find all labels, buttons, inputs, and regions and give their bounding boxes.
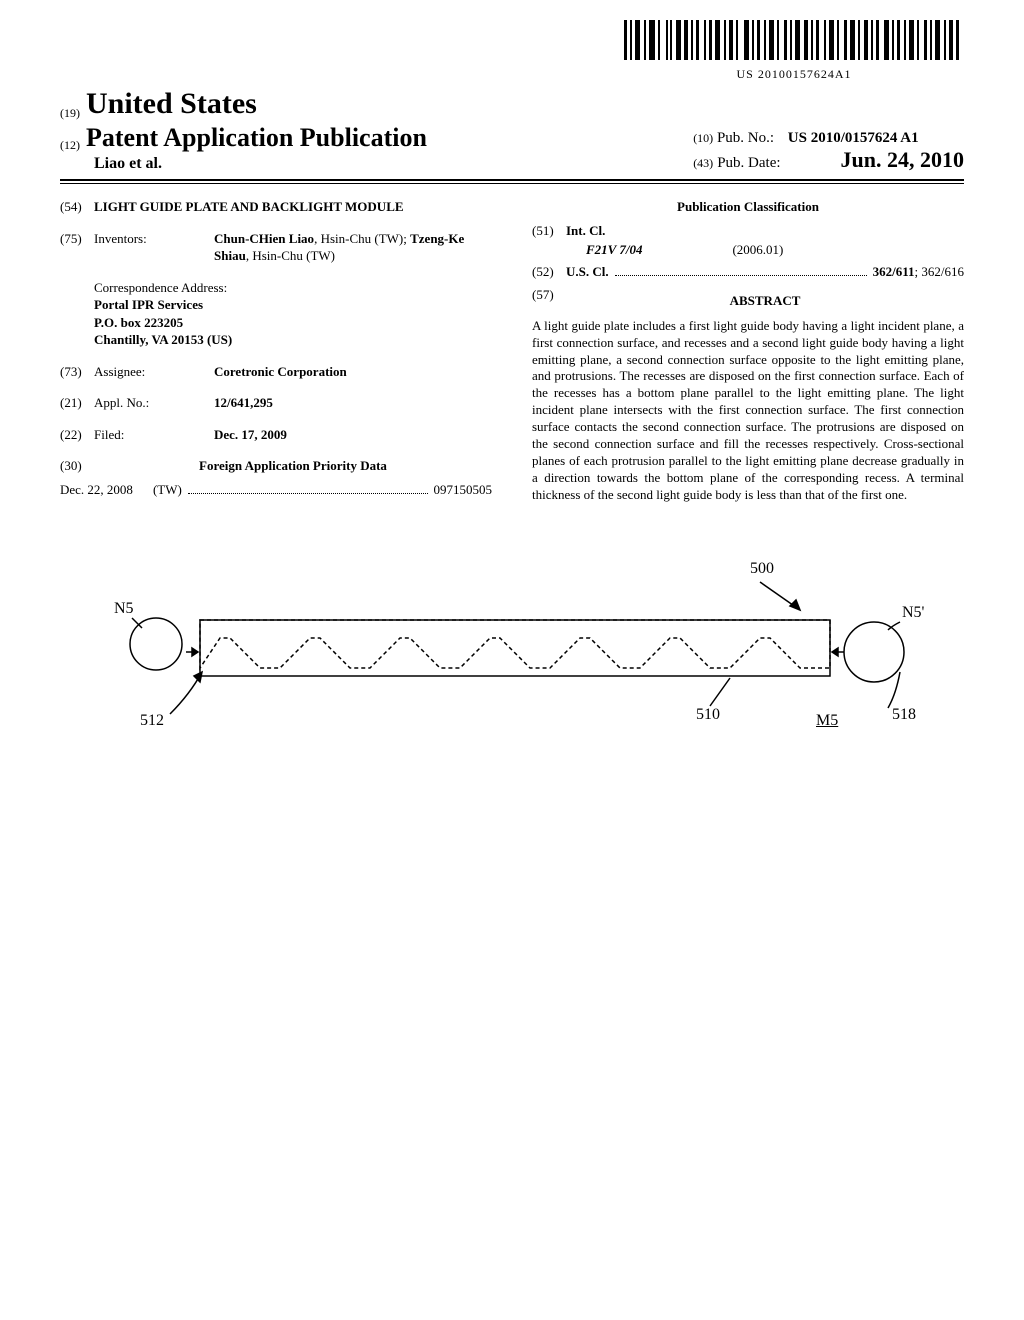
barcode: US 20100157624A1 bbox=[624, 20, 964, 82]
filed-label: Filed: bbox=[94, 426, 214, 444]
pub-no-label: Pub. No.: bbox=[717, 130, 774, 146]
pubclass-heading: Publication Classification bbox=[532, 198, 964, 216]
inventors-label: Inventors: bbox=[94, 230, 214, 265]
intcl-code: (51) bbox=[532, 222, 566, 240]
title-code: (54) bbox=[60, 198, 94, 216]
fig-label-518: 518 bbox=[892, 706, 916, 724]
inventor1-name: Chun-CHien Liao bbox=[214, 231, 314, 246]
abstract-text: A light guide plate includes a first lig… bbox=[532, 318, 964, 504]
applno-value: 12/641,295 bbox=[214, 394, 492, 412]
left-column: (54) LIGHT GUIDE PLATE AND BACKLIGHT MOD… bbox=[60, 198, 492, 504]
figure-area: 500 N5 N5' 512 510 518 M5 bbox=[60, 564, 964, 784]
foreign-code: (30) bbox=[60, 457, 94, 475]
assignee-value: Coretronic Corporation bbox=[214, 363, 492, 381]
figure-svg bbox=[60, 564, 960, 764]
fig-label-512: 512 bbox=[140, 712, 164, 730]
foreign-dots bbox=[188, 483, 428, 494]
foreign-country: (TW) bbox=[153, 481, 182, 499]
uscl-label: U.S. Cl. bbox=[566, 263, 609, 281]
foreign-date: Dec. 22, 2008 bbox=[60, 481, 133, 499]
assignee-code: (73) bbox=[60, 363, 94, 381]
filed-value: Dec. 17, 2009 bbox=[214, 426, 492, 444]
uscl-dots bbox=[615, 265, 867, 276]
fig-label-500: 500 bbox=[750, 560, 774, 578]
assignee-label: Assignee: bbox=[94, 363, 214, 381]
doc-type: Patent Application Publication bbox=[86, 123, 427, 153]
foreign-number: 097150505 bbox=[434, 481, 493, 499]
intcl-value: F21V 7/04 bbox=[586, 241, 642, 259]
correspondence-line2: P.O. box 223205 bbox=[94, 314, 492, 332]
correspondence-label: Correspondence Address: bbox=[94, 279, 492, 297]
fig-label-n5: N5 bbox=[114, 600, 134, 618]
fig-label-510: 510 bbox=[696, 706, 720, 724]
country-code: (19) bbox=[60, 106, 80, 121]
fig-label-n5p: N5' bbox=[902, 604, 924, 622]
correspondence-line3: Chantilly, VA 20153 (US) bbox=[94, 331, 492, 349]
pub-no-code: (10) bbox=[693, 131, 713, 145]
barcode-number: US 20100157624A1 bbox=[624, 67, 964, 82]
intcl-label: Int. Cl. bbox=[566, 222, 605, 240]
applno-code: (21) bbox=[60, 394, 94, 412]
correspondence-line1: Portal IPR Services bbox=[94, 296, 492, 314]
uscl-code: (52) bbox=[532, 263, 566, 281]
country-name: United States bbox=[86, 87, 257, 121]
right-column: Publication Classification (51) Int. Cl.… bbox=[532, 198, 964, 504]
applno-label: Appl. No.: bbox=[94, 394, 214, 412]
barcode-svg bbox=[624, 20, 964, 60]
abstract-code: (57) bbox=[532, 286, 566, 316]
pub-date-label: Pub. Date: bbox=[717, 155, 780, 172]
barcode-block: US 20100157624A1 bbox=[60, 20, 964, 83]
uscl-value: 362/611; 362/616 bbox=[873, 263, 964, 281]
divider-thin bbox=[60, 183, 964, 184]
filed-code: (22) bbox=[60, 426, 94, 444]
divider-thick bbox=[60, 179, 964, 181]
pub-date-value: Jun. 24, 2010 bbox=[841, 147, 964, 173]
intcl-year: (2006.01) bbox=[732, 241, 783, 259]
foreign-heading: Foreign Application Priority Data bbox=[94, 457, 492, 475]
inventors-value: Chun-CHien Liao, Hsin-Chu (TW); Tzeng-Ke… bbox=[214, 230, 492, 265]
abstract-label: ABSTRACT bbox=[566, 292, 964, 310]
pub-date-code: (43) bbox=[693, 156, 713, 171]
patent-title: LIGHT GUIDE PLATE AND BACKLIGHT MODULE bbox=[94, 198, 492, 216]
authors-line: Liao et al. bbox=[94, 155, 427, 173]
pub-no-value: US 2010/0157624 A1 bbox=[788, 130, 919, 146]
doc-type-code: (12) bbox=[60, 138, 80, 153]
fig-label-m5: M5 bbox=[816, 712, 838, 730]
inventors-code: (75) bbox=[60, 230, 94, 265]
